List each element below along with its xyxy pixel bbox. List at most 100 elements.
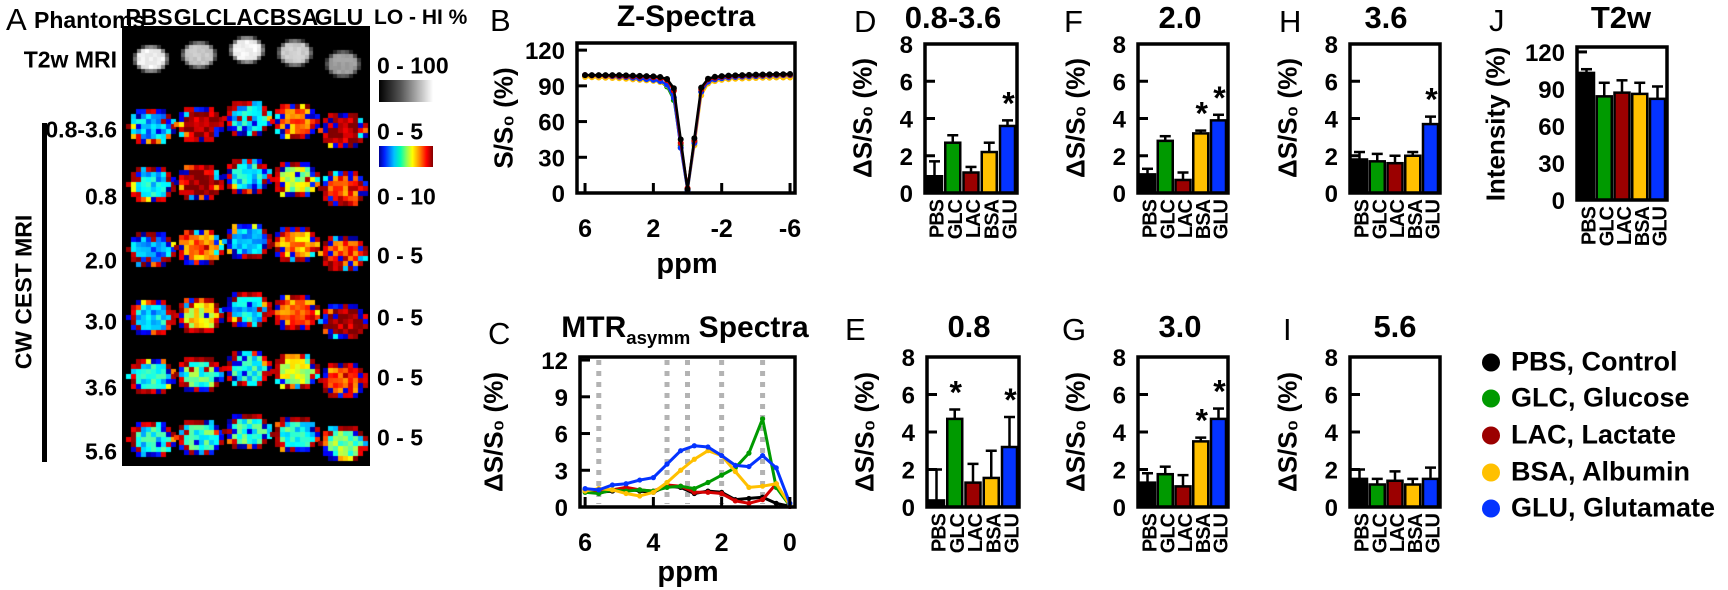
- scale-cest-3: 0 - 5: [377, 242, 424, 269]
- panel-a-letter: A: [6, 2, 27, 37]
- panel-j-letter: J: [1489, 3, 1505, 38]
- panel-i-title: 5.6: [1373, 309, 1417, 344]
- svg-text:GLU: GLU: [1002, 513, 1024, 553]
- svg-text:0: 0: [900, 181, 913, 208]
- column-header-lac: LAC: [222, 4, 270, 30]
- svg-text:6: 6: [1325, 69, 1338, 96]
- svg-text:LAC: LAC: [1175, 199, 1197, 238]
- svg-text:4: 4: [900, 107, 914, 134]
- jet-colorbar: [379, 146, 433, 167]
- lac-dot-icon: [1482, 426, 1500, 444]
- legend-item-bsa: BSA, Albumin: [1482, 457, 1690, 488]
- svg-text:60: 60: [1538, 114, 1565, 141]
- panel-c-title-sub: asymm: [626, 327, 691, 348]
- svg-text:60: 60: [538, 110, 565, 137]
- svg-text:0: 0: [1113, 181, 1126, 208]
- svg-text:*: *: [1213, 374, 1226, 410]
- svg-text:BSA: BSA: [983, 513, 1005, 553]
- panel-j-title: T2w: [1590, 0, 1652, 35]
- svg-text:GLC: GLC: [1596, 206, 1618, 246]
- svg-text:GLU: GLU: [1650, 206, 1672, 246]
- svg-text:PBS: PBS: [1352, 199, 1374, 238]
- panel-b-xlabel: ppm: [656, 248, 718, 280]
- svg-text:PBS: PBS: [1352, 513, 1374, 552]
- svg-text:0: 0: [1325, 181, 1338, 208]
- row-label-t2w: T2w MRI: [23, 46, 117, 73]
- row-label-3.0: 3.0: [85, 308, 117, 335]
- svg-text:*: *: [1196, 96, 1209, 132]
- svg-text:GLU: GLU: [1211, 513, 1233, 553]
- svg-text:0: 0: [1113, 495, 1126, 522]
- panel-c-title-main: MTR: [561, 311, 627, 344]
- svg-text:2: 2: [715, 529, 729, 557]
- svg-text:*: *: [1213, 80, 1226, 116]
- svg-text:PBS: PBS: [1579, 206, 1601, 245]
- svg-text:4: 4: [1325, 420, 1339, 447]
- scale-t2w: 0 - 100: [377, 52, 449, 79]
- cest-bracket-line: [42, 123, 47, 462]
- svg-text:8: 8: [1325, 345, 1338, 372]
- svg-text:2: 2: [900, 144, 913, 171]
- svg-text:GLU: GLU: [1423, 199, 1445, 239]
- svg-text:8: 8: [900, 32, 913, 59]
- svg-text:2: 2: [1113, 144, 1126, 171]
- svg-text:30: 30: [538, 145, 565, 172]
- svg-text:PBS: PBS: [927, 199, 949, 238]
- panel-h-ylabel: ΔS/S₀ (%): [1272, 58, 1303, 178]
- svg-text:6: 6: [1325, 383, 1338, 410]
- svg-text:90: 90: [1538, 77, 1565, 104]
- svg-text:4: 4: [1113, 107, 1127, 134]
- z-spectra-plot: 0 30 60 90 120 6 2 -2 -6: [525, 38, 801, 243]
- svg-text:PBS: PBS: [1140, 199, 1162, 238]
- svg-text:0: 0: [902, 495, 915, 522]
- svg-text:BSA: BSA: [1193, 199, 1215, 239]
- svg-text:LAC: LAC: [963, 199, 985, 238]
- svg-text:LAC: LAC: [1387, 199, 1409, 238]
- column-header-pbs: PBS: [125, 4, 173, 30]
- scale-cest-4: 0 - 5: [377, 304, 424, 331]
- svg-text:9: 9: [555, 385, 568, 412]
- svg-text:BSA: BSA: [981, 199, 1003, 239]
- panel-i-ylabel: ΔS/S₀ (%): [1272, 372, 1303, 492]
- svg-text:8: 8: [1113, 32, 1126, 59]
- panel-g-letter: G: [1062, 312, 1087, 347]
- svg-text:6: 6: [900, 69, 913, 96]
- cw-cest-mri-label: CW CEST MRI: [10, 214, 37, 370]
- panel-h-title: 3.6: [1364, 0, 1408, 35]
- svg-text:BSA: BSA: [1193, 513, 1215, 553]
- svg-text:90: 90: [538, 74, 565, 101]
- svg-text:8: 8: [902, 345, 915, 372]
- row-label-3.6: 3.6: [85, 374, 117, 401]
- svg-text:6: 6: [1113, 383, 1126, 410]
- panel-g-ylabel: ΔS/S₀ (%): [1060, 372, 1091, 492]
- svg-text:*: *: [1004, 382, 1017, 418]
- scale-header: LO - HI %: [374, 6, 468, 29]
- svg-text:4: 4: [1113, 420, 1127, 447]
- panel-f-title: 2.0: [1158, 0, 1202, 35]
- panel-b-title: Z-Spectra: [616, 0, 756, 33]
- svg-text:4: 4: [646, 529, 660, 557]
- row-label-0.8: 0.8: [85, 183, 117, 210]
- panel-g-title: 3.0: [1158, 309, 1202, 344]
- panel-c-title-rest: Spectra: [690, 311, 809, 344]
- svg-text:6: 6: [578, 529, 592, 557]
- legend-label-glu: GLU, Glutamate: [1511, 492, 1716, 523]
- panel-c-title: MTRasymm Spectra: [561, 311, 808, 349]
- panel-d-title: 0.8-3.6: [904, 0, 1002, 35]
- svg-text:0: 0: [783, 529, 797, 557]
- row-label-5.6: 5.6: [85, 438, 117, 465]
- pbs-dot-icon: [1482, 353, 1500, 371]
- svg-text:12: 12: [541, 348, 568, 375]
- row-label-2.0: 2.0: [85, 247, 117, 274]
- glc-dot-icon: [1482, 389, 1500, 407]
- scale-cest-1: 0 - 5: [377, 118, 424, 145]
- svg-text:GLC: GLC: [1369, 199, 1391, 239]
- svg-text:2: 2: [646, 215, 660, 243]
- panel-j-ylabel: Intensity (%): [1480, 46, 1511, 202]
- legend-label-bsa: BSA, Albumin: [1511, 456, 1690, 487]
- panel-f-letter: F: [1064, 4, 1083, 39]
- svg-text:PBS: PBS: [929, 513, 951, 552]
